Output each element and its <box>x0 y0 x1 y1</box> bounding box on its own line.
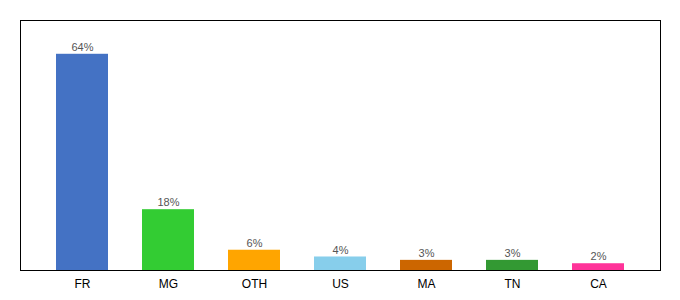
svg-text:4%: 4% <box>333 244 349 256</box>
svg-text:CA: CA <box>590 277 607 291</box>
svg-text:FR: FR <box>75 277 91 291</box>
svg-text:MA: MA <box>418 277 436 291</box>
svg-text:3%: 3% <box>505 247 521 259</box>
svg-text:2%: 2% <box>591 250 607 262</box>
svg-text:OTH: OTH <box>242 277 267 291</box>
svg-text:18%: 18% <box>157 196 179 208</box>
svg-text:3%: 3% <box>419 247 435 259</box>
svg-text:6%: 6% <box>247 237 263 249</box>
svg-text:64%: 64% <box>71 41 93 53</box>
svg-text:US: US <box>332 277 349 291</box>
svg-text:TN: TN <box>505 277 521 291</box>
svg-text:MG: MG <box>159 277 178 291</box>
